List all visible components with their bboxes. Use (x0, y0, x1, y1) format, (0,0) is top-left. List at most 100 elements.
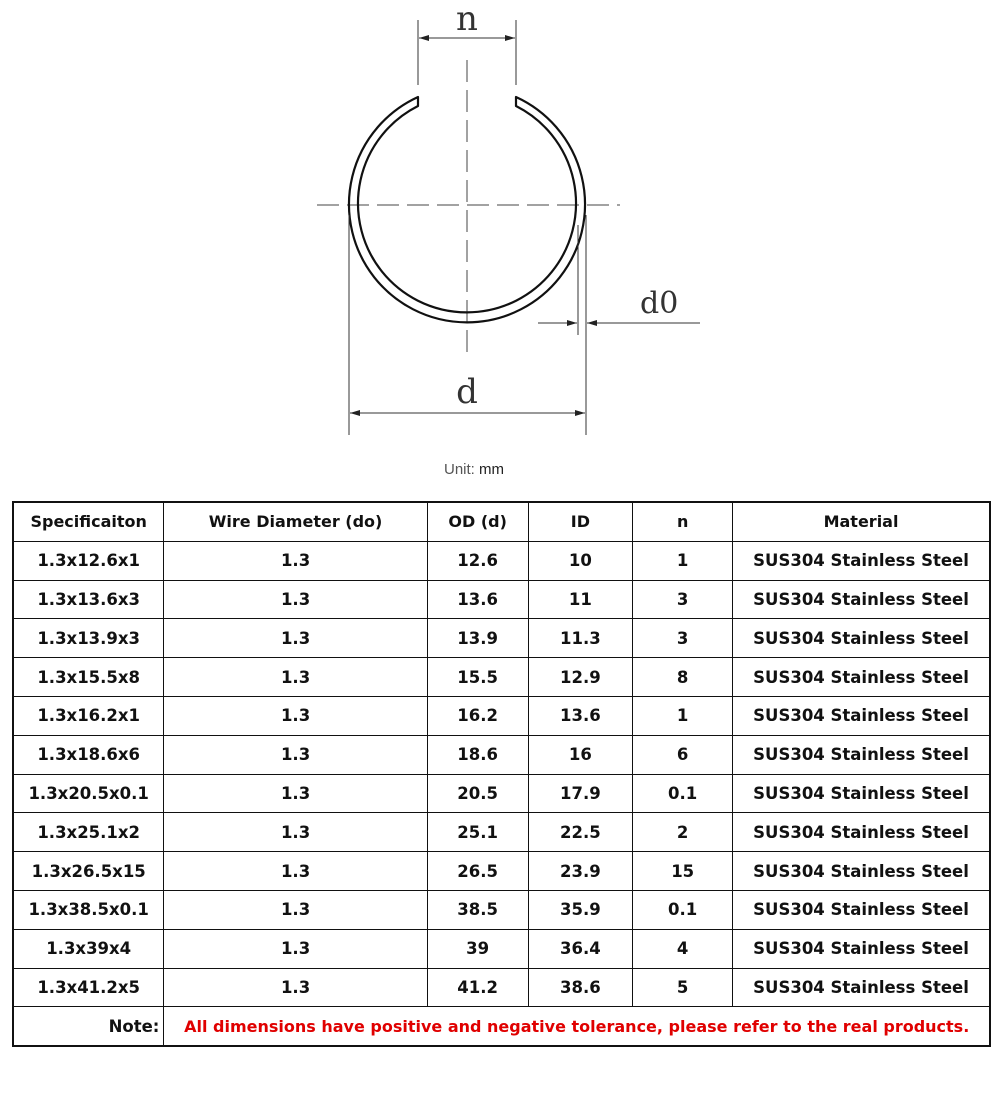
cell-od: 41.2 (426, 967, 529, 1008)
cell-wire-diameter: 1.3 (163, 889, 428, 930)
cell-od: 13.6 (426, 579, 529, 620)
cell-material: SUS304 Stainless Steel (732, 773, 991, 814)
spec-table: Specificaiton Wire Diameter (do) OD (d) ID n… (12, 501, 991, 1048)
table-row: 1.3x15.5x8 1.3 15.5 12.9 8 SUS304 Stainless S… (12, 657, 991, 697)
cell-od: 12.6 (426, 540, 529, 581)
cell-od: 16.2 (426, 695, 529, 736)
column-header-specification: Specificaiton (12, 501, 165, 542)
cell-specification: 1.3x20.5x0.1 (12, 773, 165, 814)
table-row: 1.3x13.6x3 1.3 13.6 11 3 SUS304 Stainless Ste… (12, 579, 991, 620)
cell-od: 18.6 (426, 734, 529, 775)
d-label: d (456, 372, 478, 412)
cell-od: 39 (426, 928, 529, 969)
cell-n: 15 (632, 851, 734, 891)
cell-material: SUS304 Stainless Steel (732, 889, 991, 930)
cell-od: 13.9 (426, 618, 529, 659)
cell-id: 10 (527, 540, 634, 581)
d0-label: d0 (640, 286, 678, 321)
table-row: 1.3x13.9x3 1.3 13.9 11.3 3 SUS304 Stainless S… (12, 618, 991, 659)
cell-id: 13.6 (527, 695, 634, 736)
column-header-n: n (632, 501, 734, 542)
unit-caption: Unit: (444, 461, 475, 478)
cell-material: SUS304 Stainless Steel (732, 540, 991, 581)
column-header-id: ID (527, 501, 634, 542)
cell-specification: 1.3x18.6x6 (12, 734, 165, 775)
cell-specification: 1.3x25.1x2 (12, 812, 165, 853)
cell-material: SUS304 Stainless Steel (732, 928, 991, 969)
cell-id: 16 (527, 734, 634, 775)
cell-specification: 1.3x13.6x3 (12, 579, 165, 620)
cell-n: 1 (632, 695, 734, 736)
table-row: 1.3x16.2x1 1.3 16.2 13.6 1 SUS304 Stainless S… (12, 695, 991, 736)
cell-material: SUS304 Stainless Steel (732, 657, 991, 697)
cell-id: 35.9 (527, 889, 634, 930)
cell-id: 11.3 (527, 618, 634, 659)
cell-specification: 1.3x12.6x1 (12, 540, 165, 581)
cell-specification: 1.3x16.2x1 (12, 695, 165, 736)
cell-n: 0.1 (632, 773, 734, 814)
note-text: All dimensions have positive and negativ… (163, 1006, 991, 1047)
table-row: 1.3x12.6x1 1.3 12.6 10 1 SUS304 Stainless Ste… (12, 540, 991, 581)
cell-material: SUS304 Stainless Steel (732, 967, 991, 1008)
table-header-row: Specificaiton Wire Diameter (do) OD (d) ID n… (12, 501, 991, 542)
cell-material: SUS304 Stainless Steel (732, 695, 991, 736)
cell-specification: 1.3x38.5x0.1 (12, 889, 165, 930)
table-row: 1.3x18.6x6 1.3 18.6 16 6 SUS304 Stainless Ste… (12, 734, 991, 775)
cell-od: 25.1 (426, 812, 529, 853)
cell-id: 11 (527, 579, 634, 620)
snap-ring-shape (347, 95, 587, 324)
cell-specification: 1.3x41.2x5 (12, 967, 165, 1008)
cell-material: SUS304 Stainless Steel (732, 812, 991, 853)
cell-id: 12.9 (527, 657, 634, 697)
cell-n: 3 (632, 618, 734, 659)
cell-specification: 1.3x39x4 (12, 928, 165, 969)
cell-wire-diameter: 1.3 (163, 812, 428, 853)
cell-od: 26.5 (426, 851, 529, 891)
column-header-wire-diameter: Wire Diameter (do) (163, 501, 428, 542)
table-row: 1.3x20.5x0.1 1.3 20.5 17.9 0.1 SUS304 Stainle… (12, 773, 991, 814)
note-label: Note: (12, 1006, 165, 1047)
cell-n: 4 (632, 928, 734, 969)
cell-material: SUS304 Stainless Steel (732, 851, 991, 891)
n-label: n (456, 0, 478, 39)
table-row: 1.3x25.1x2 1.3 25.1 22.5 2 SUS304 Stainless S… (12, 812, 991, 853)
cell-material: SUS304 Stainless Steel (732, 618, 991, 659)
cell-od: 38.5 (426, 889, 529, 930)
cell-wire-diameter: 1.3 (163, 657, 428, 697)
cell-n: 6 (632, 734, 734, 775)
unit-label: Unit: mm (444, 461, 504, 478)
cell-n: 2 (632, 812, 734, 853)
cell-wire-diameter: 1.3 (163, 540, 428, 581)
cell-wire-diameter: 1.3 (163, 695, 428, 736)
cell-material: SUS304 Stainless Steel (732, 734, 991, 775)
cell-specification: 1.3x26.5x15 (12, 851, 165, 891)
table-row: 1.3x39x4 1.3 39 36.4 4 SUS304 Stainless Steel (12, 928, 991, 969)
cell-specification: 1.3x15.5x8 (12, 657, 165, 697)
cell-wire-diameter: 1.3 (163, 851, 428, 891)
cell-wire-diameter: 1.3 (163, 579, 428, 620)
cell-wire-diameter: 1.3 (163, 967, 428, 1008)
cell-od: 20.5 (426, 773, 529, 814)
cell-n: 5 (632, 967, 734, 1008)
cell-id: 17.9 (527, 773, 634, 814)
cell-n: 3 (632, 579, 734, 620)
table-row: 1.3x38.5x0.1 1.3 38.5 35.9 0.1 SUS304 Stainle… (12, 889, 991, 930)
column-header-material: Material (732, 501, 991, 542)
cell-id: 23.9 (527, 851, 634, 891)
cell-id: 38.6 (527, 967, 634, 1008)
cell-specification: 1.3x13.9x3 (12, 618, 165, 659)
cell-n: 1 (632, 540, 734, 581)
table-row: 1.3x26.5x15 1.3 26.5 23.9 15 SUS304 Stainless… (12, 851, 991, 891)
cell-od: 15.5 (426, 657, 529, 697)
cell-wire-diameter: 1.3 (163, 928, 428, 969)
column-header-od: OD (d) (426, 501, 529, 542)
ring-diagram: n d d0 (317, 0, 700, 435)
cell-wire-diameter: 1.3 (163, 734, 428, 775)
cell-id: 22.5 (527, 812, 634, 853)
cell-wire-diameter: 1.3 (163, 618, 428, 659)
cell-wire-diameter: 1.3 (163, 773, 428, 814)
note-row: Note: All dimensions have positive and n… (12, 1006, 991, 1047)
cell-material: SUS304 Stainless Steel (732, 579, 991, 620)
cell-n: 0.1 (632, 889, 734, 930)
unit-value: mm (479, 461, 505, 478)
